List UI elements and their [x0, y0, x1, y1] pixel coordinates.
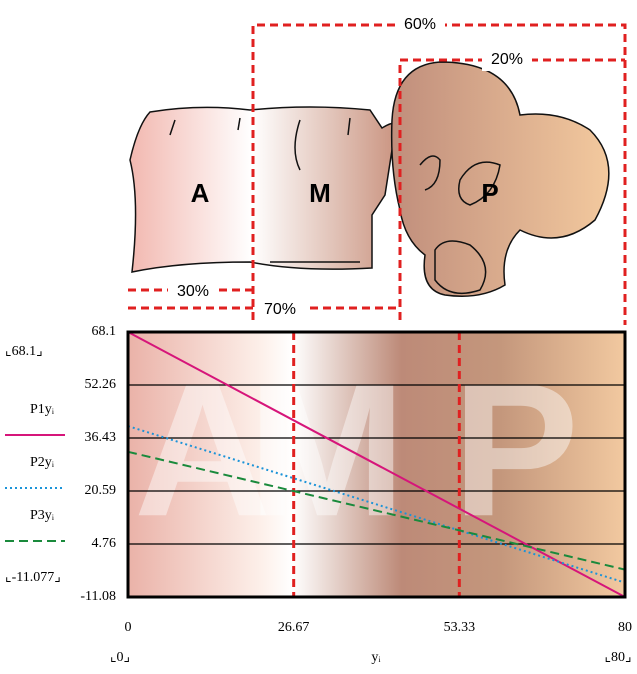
letter: M — [309, 178, 331, 208]
region-letter: M — [248, 344, 406, 556]
percent-label: 70% — [264, 301, 296, 318]
x-range-label: ⌞80⌟ — [604, 650, 631, 665]
y-range-label: ⌞-11.077⌟ — [5, 570, 61, 585]
y-tick-label: 20.59 — [85, 483, 117, 498]
y-tick-label: 4.76 — [92, 536, 117, 551]
y-tick-label: 52.26 — [85, 377, 117, 392]
x-range-label: ⌞0⌟ — [110, 650, 130, 665]
legend-label: P1yᵢ — [30, 402, 55, 417]
letter: A — [191, 178, 210, 208]
percent-label: 20% — [491, 51, 523, 68]
letter: P — [481, 178, 498, 208]
y-tick-label: -11.08 — [80, 589, 116, 604]
legend-label: P3yᵢ — [30, 508, 55, 523]
x-tick-label: 53.33 — [444, 620, 476, 635]
figure: A M P 60% 20% 30% 70% AMP68.152.2636.432… — [0, 0, 637, 669]
region-letter: P — [452, 344, 579, 556]
x-tick-label: 0 — [125, 620, 132, 635]
percent-label: 30% — [177, 283, 209, 300]
x-tick-label: 26.67 — [278, 620, 310, 635]
percent-label: 60% — [404, 16, 436, 33]
y-range-label: ⌞68.1⌟ — [5, 344, 43, 359]
legend-label: P2yᵢ — [30, 455, 55, 470]
x-tick-label: 80 — [618, 620, 632, 635]
y-tick-label: 68.1 — [92, 324, 117, 339]
y-tick-label: 36.43 — [85, 430, 117, 445]
x-axis-label: yᵢ — [371, 650, 381, 665]
